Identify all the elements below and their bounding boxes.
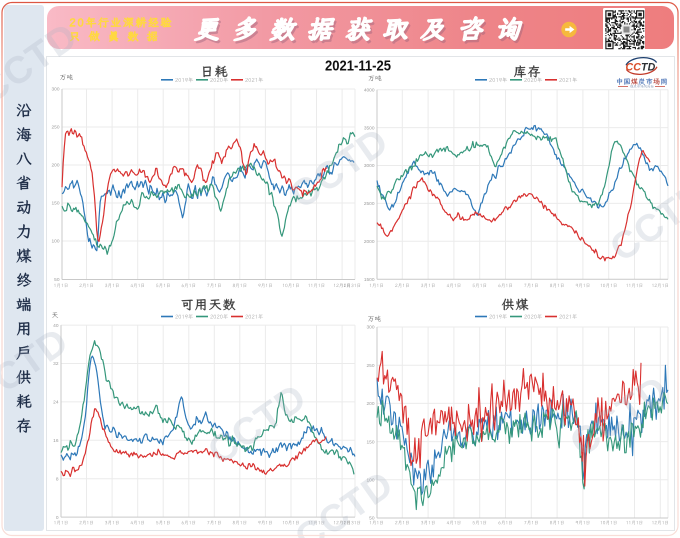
svg-text:3000: 3000 <box>364 163 375 169</box>
svg-text:2000: 2000 <box>364 239 375 245</box>
svg-text:24: 24 <box>53 400 59 406</box>
svg-text:2021-11-25: 2021-11-25 <box>325 57 391 74</box>
svg-text:3500: 3500 <box>364 125 375 131</box>
svg-text:100: 100 <box>51 239 59 245</box>
svg-text:0: 0 <box>56 515 59 521</box>
svg-text:32: 32 <box>53 361 59 367</box>
svg-text:200: 200 <box>51 163 59 169</box>
svg-text:250: 250 <box>51 125 59 131</box>
svg-text:250: 250 <box>366 363 374 369</box>
svg-text:40: 40 <box>53 323 59 329</box>
svg-text:CCTD: CCTD <box>0 15 86 112</box>
svg-text:150: 150 <box>51 201 59 207</box>
svg-text:50: 50 <box>369 516 375 522</box>
svg-text:CCTD: CCTD <box>288 463 402 538</box>
svg-text:CCTD: CCTD <box>0 320 77 417</box>
svg-text:1500: 1500 <box>364 277 375 283</box>
svg-text:16: 16 <box>53 438 59 444</box>
svg-text:100: 100 <box>366 478 374 484</box>
svg-text:4000: 4000 <box>364 87 375 93</box>
svg-text:200: 200 <box>366 401 374 407</box>
svg-text:300: 300 <box>51 87 59 93</box>
svg-text:150: 150 <box>366 439 374 445</box>
svg-text:8: 8 <box>56 476 59 482</box>
svg-text:CCTD: CCTD <box>563 368 677 465</box>
svg-text:300: 300 <box>366 325 374 331</box>
svg-text:CCTD: CCTD <box>626 62 656 74</box>
svg-text:2500: 2500 <box>364 201 375 207</box>
svg-text:50: 50 <box>54 277 60 283</box>
